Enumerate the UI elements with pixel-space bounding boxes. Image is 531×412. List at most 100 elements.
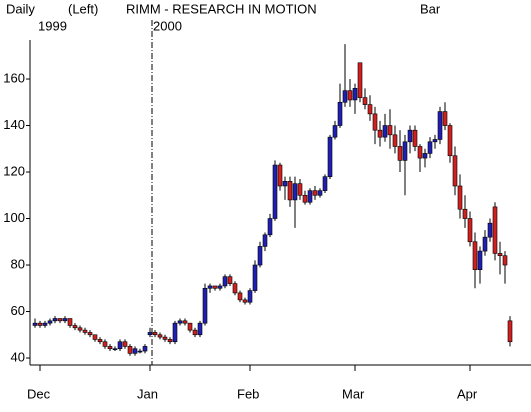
candle-body [137, 350, 143, 353]
y-tick-label: 80 [11, 256, 25, 271]
x-tick-label: Mar [342, 386, 365, 401]
candle-body [382, 125, 388, 138]
candle-body [287, 181, 293, 201]
candle-body [422, 153, 428, 159]
style-label: Bar [420, 1, 441, 16]
chart-title: RIMM - RESEARCH IN MOTION [126, 1, 317, 16]
candle-body [372, 113, 378, 131]
candle-body [467, 218, 473, 243]
year-label: 1999 [38, 18, 67, 33]
candle-body [367, 104, 373, 115]
candle-body [212, 285, 218, 289]
candle-body [477, 250, 483, 270]
candle-body [72, 325, 78, 329]
candle-body [172, 322, 178, 343]
candle-body [177, 320, 183, 324]
candle-body [362, 97, 368, 105]
candle-body [107, 346, 113, 350]
candle-body [217, 285, 223, 289]
candle-body [102, 341, 108, 347]
candle-body [322, 176, 328, 191]
year-label: 2000 [153, 18, 182, 33]
candle-body [427, 141, 433, 154]
candle-body [257, 246, 263, 266]
candle-body [77, 327, 83, 331]
candle-body [247, 290, 253, 303]
candle-body [197, 322, 203, 336]
candle-body [317, 190, 323, 196]
candle-body [327, 136, 333, 177]
candle-body [297, 183, 303, 196]
candle-body [62, 318, 68, 322]
candle-body [37, 322, 43, 326]
candle-body [307, 190, 313, 203]
x-tick-label: Dec [27, 386, 51, 401]
candle-body [357, 62, 363, 98]
candle-body [492, 206, 498, 254]
candle-body [437, 111, 443, 140]
candle-body [412, 129, 418, 147]
candle-body [132, 348, 138, 354]
period-label: Daily [6, 1, 35, 16]
candle-body [462, 208, 468, 219]
candle-body [332, 125, 338, 138]
candle-body [112, 348, 118, 351]
candle-body [292, 183, 298, 201]
candle-body [252, 264, 258, 291]
y-tick-label: 120 [3, 163, 25, 178]
candle-body [507, 320, 513, 343]
candle-body [347, 90, 353, 101]
candle-body [87, 332, 93, 336]
candle-body [82, 329, 88, 333]
candle-body [377, 129, 383, 138]
candle-body [232, 283, 238, 294]
candle-body [342, 90, 348, 103]
candle-body [227, 276, 233, 284]
candle-body [207, 285, 213, 289]
candle-body [202, 287, 208, 324]
candle-body [242, 299, 248, 303]
candle-body [302, 194, 308, 203]
candle-body [482, 236, 488, 252]
candle-body [47, 320, 53, 324]
candle-body [237, 292, 243, 301]
candle-body [127, 346, 133, 354]
candle-body [352, 88, 358, 101]
candle-body [447, 125, 453, 157]
candle-body [402, 141, 408, 161]
candle-body [282, 181, 288, 187]
candle-body [487, 222, 493, 238]
candle-body [57, 318, 63, 322]
candle-body [187, 322, 193, 331]
candle-body [272, 164, 278, 219]
x-tick-label: Feb [237, 386, 259, 401]
candle-body [407, 129, 413, 143]
candle-body [167, 339, 173, 343]
candle-body [32, 322, 38, 326]
candle-body [387, 125, 393, 136]
candle-body [222, 276, 228, 287]
candle-body [502, 255, 508, 266]
candle-body [472, 241, 478, 270]
candle-body [117, 341, 123, 350]
candle-body [122, 341, 128, 347]
candle-body [152, 332, 158, 336]
candle-body [192, 329, 198, 336]
candle-body [432, 139, 438, 143]
y-tick-label: 60 [11, 303, 25, 318]
candle-body [267, 218, 273, 236]
candle-body [457, 185, 463, 210]
candle-body [452, 155, 458, 187]
candle-body [392, 134, 398, 147]
candle-body [52, 318, 58, 322]
y-tick-label: 40 [11, 349, 25, 364]
candle-body [97, 339, 103, 343]
y-tick-label: 100 [3, 210, 25, 225]
candle-body [42, 322, 48, 326]
candle-body [67, 318, 73, 326]
candle-body [162, 336, 168, 340]
x-tick-label: Apr [457, 386, 478, 401]
candle-body [417, 146, 423, 159]
